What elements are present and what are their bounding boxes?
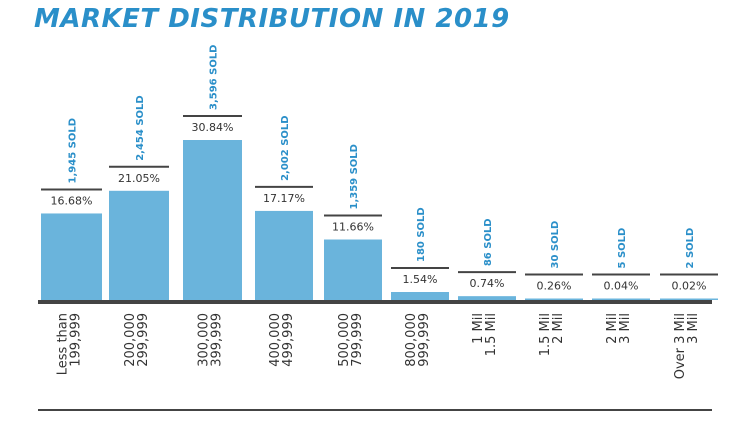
sold-label: 2,454 SOLD xyxy=(135,95,146,161)
value-label: 11.66% xyxy=(332,221,374,234)
chart-title: MARKET DISTRIBUTION IN 2019 xyxy=(34,4,510,34)
sold-label: 86 SOLD xyxy=(483,218,494,266)
value-label: 21.05% xyxy=(118,172,160,185)
category-tick-label: 999,999 xyxy=(417,313,432,367)
category-tick-label: 1 Mil xyxy=(471,313,486,344)
value-label: 30.84% xyxy=(192,121,234,134)
sold-label: 30 SOLD xyxy=(550,221,561,269)
bar xyxy=(592,298,650,300)
category-tick-label: 500,000 xyxy=(337,313,352,367)
bar xyxy=(324,239,382,300)
bar xyxy=(183,140,242,300)
bar xyxy=(525,298,583,300)
sold-label: 1,945 SOLD xyxy=(68,118,79,184)
category-tick-label: 199,999 xyxy=(69,313,84,367)
value-label: 16.68% xyxy=(51,194,93,207)
category-tick-label: 3 Mil xyxy=(686,313,701,344)
value-label: 0.02% xyxy=(672,280,707,293)
category-tick-label: 400,000 xyxy=(268,313,283,367)
category-tick-label: Less than xyxy=(56,313,71,375)
bar xyxy=(255,210,313,300)
sold-label: 1,359 SOLD xyxy=(349,144,360,210)
category-tick-label: 2 Mil xyxy=(551,313,566,344)
category-tick-label: 299,999 xyxy=(136,313,151,367)
category-tick-label: 799,999 xyxy=(350,313,365,367)
category-tick-label: 200,000 xyxy=(123,313,138,367)
category-tick-label: 1.5 Mil xyxy=(484,313,499,356)
value-label: 0.04% xyxy=(604,280,639,293)
category-tick-label: 800,000 xyxy=(404,313,419,367)
value-label: 0.26% xyxy=(537,280,572,293)
sold-label: 180 SOLD xyxy=(416,207,427,262)
bar xyxy=(109,190,169,300)
category-tick-label: 3 Mil xyxy=(618,313,633,344)
bar xyxy=(41,213,102,300)
category-tick-label: 300,000 xyxy=(197,313,212,367)
sold-label: 5 SOLD xyxy=(617,228,628,269)
sold-label: 2,002 SOLD xyxy=(280,115,291,181)
value-label: 17.17% xyxy=(263,192,305,205)
bar xyxy=(391,292,449,300)
category-tick-label: 1.5 Mil xyxy=(538,313,553,356)
bar xyxy=(458,296,516,300)
value-label: 1.54% xyxy=(403,273,438,286)
category-tick-label: 499,999 xyxy=(281,313,296,367)
value-label: 0.74% xyxy=(470,277,505,290)
category-tick-label: Over 3 Mil xyxy=(673,313,688,379)
category-tick-label: 399,999 xyxy=(210,313,225,367)
sold-label: 2 SOLD xyxy=(685,228,696,269)
sold-label: 3,596 SOLD xyxy=(209,45,220,111)
category-tick-label: 2 Mil xyxy=(605,313,620,344)
bar xyxy=(660,298,718,300)
